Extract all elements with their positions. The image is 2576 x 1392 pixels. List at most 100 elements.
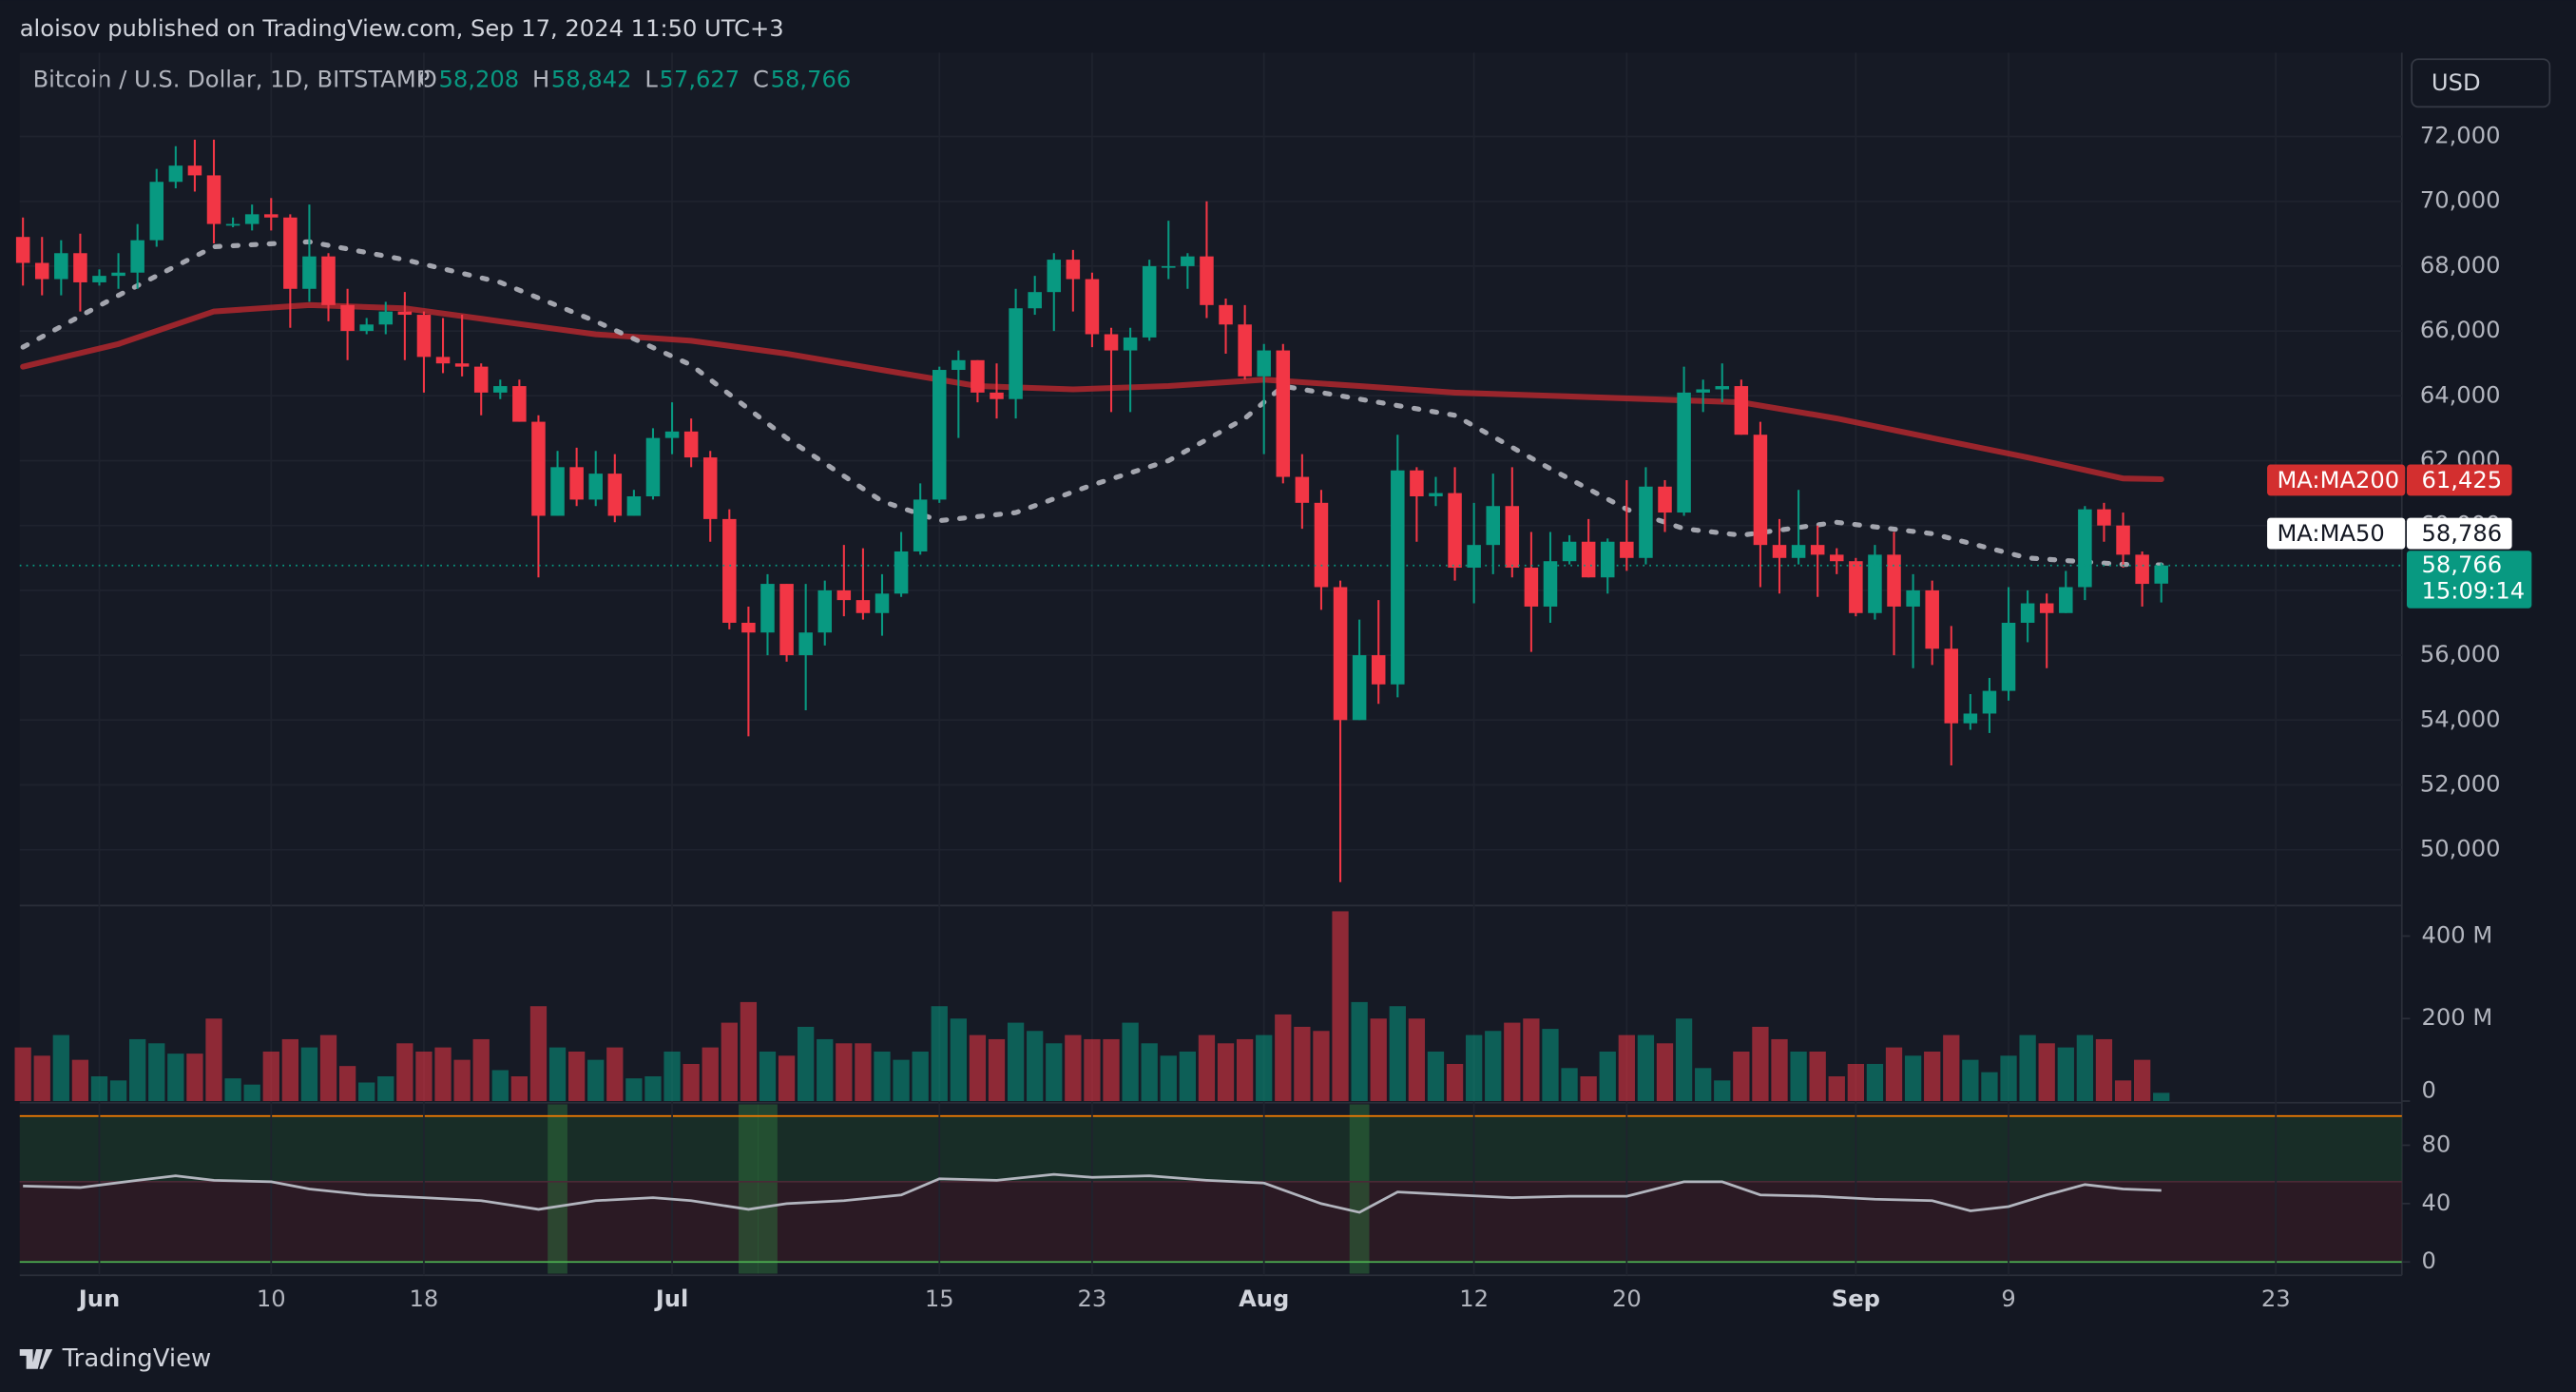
candle-body bbox=[149, 182, 164, 241]
candle-body bbox=[1696, 389, 1710, 393]
volume-bar bbox=[1236, 1038, 1254, 1102]
candle-body bbox=[1276, 350, 1291, 477]
logo-text: TradingView bbox=[62, 1344, 212, 1373]
volume-bar bbox=[1446, 1063, 1464, 1102]
volume-bar bbox=[1809, 1051, 1826, 1102]
x-tick-label: 23 bbox=[2261, 1286, 2291, 1312]
candle-body bbox=[569, 467, 584, 500]
candle-body bbox=[206, 175, 221, 224]
candle-body bbox=[2097, 509, 2111, 526]
candle-body bbox=[1944, 648, 1959, 724]
volume-bar bbox=[71, 1059, 89, 1102]
x-tick-label: Aug bbox=[1239, 1286, 1289, 1312]
candle-body bbox=[1753, 435, 1768, 546]
candle-body bbox=[264, 214, 279, 218]
volume-bar bbox=[33, 1055, 50, 1102]
volume-bar bbox=[1542, 1029, 1559, 1102]
volume-bar bbox=[893, 1059, 910, 1102]
volume-bar bbox=[1370, 1018, 1387, 1102]
volume-bar bbox=[1904, 1055, 1922, 1102]
volume-bar bbox=[1027, 1031, 1044, 1102]
candle-body bbox=[779, 584, 794, 656]
candle-body bbox=[454, 363, 470, 367]
volume-bar bbox=[702, 1047, 719, 1102]
volume-bar bbox=[721, 1022, 738, 1102]
x-tick-label: 23 bbox=[1078, 1286, 1107, 1312]
y-tick-label: 54,000 bbox=[2420, 706, 2501, 732]
volume-bar bbox=[186, 1054, 203, 1102]
volume-bar bbox=[2000, 1055, 2017, 1102]
candle-body bbox=[111, 272, 125, 277]
ohlc-key: H bbox=[532, 67, 549, 93]
rsi-lower-band bbox=[19, 1181, 2402, 1263]
volume-bar bbox=[1065, 1034, 1082, 1102]
candle-body bbox=[760, 584, 775, 633]
candle-body bbox=[2001, 622, 2016, 691]
candle-body bbox=[130, 240, 144, 273]
y-tick-label: 70,000 bbox=[2420, 187, 2501, 214]
x-tick-label: 9 bbox=[2001, 1286, 2015, 1312]
volume-bar bbox=[969, 1034, 987, 1102]
ma-value-box bbox=[2406, 464, 2512, 496]
volume-bar bbox=[1217, 1043, 1235, 1102]
candle-body bbox=[1257, 350, 1271, 377]
candle-body bbox=[1658, 486, 1672, 513]
candle-body bbox=[1562, 541, 1577, 562]
volume-bar bbox=[931, 1006, 948, 1102]
volume-bar bbox=[396, 1043, 413, 1102]
candle-body bbox=[2078, 509, 2092, 588]
volume-bar bbox=[281, 1038, 298, 1102]
ma-name-box bbox=[2267, 517, 2406, 550]
candle-body bbox=[1830, 554, 1844, 562]
volume-bar bbox=[1656, 1043, 1674, 1102]
candle-body bbox=[1410, 470, 1424, 497]
currency-button[interactable] bbox=[2411, 58, 2551, 108]
candle-body bbox=[1887, 554, 1901, 607]
x-tick-label: 18 bbox=[410, 1286, 439, 1312]
candle-body bbox=[702, 457, 718, 519]
volume-bar bbox=[950, 1018, 967, 1102]
volume-bar bbox=[415, 1051, 433, 1102]
volume-bar bbox=[1847, 1063, 1864, 1102]
volume-bar bbox=[52, 1034, 69, 1102]
volume-bar bbox=[338, 1066, 356, 1102]
countdown-label: 15:09:14 bbox=[2422, 577, 2526, 604]
currency-label[interactable]: USD bbox=[2432, 69, 2481, 96]
volume-bar bbox=[1007, 1022, 1025, 1102]
volume-bar bbox=[836, 1043, 853, 1102]
candle-body bbox=[1810, 545, 1825, 555]
candle-body bbox=[1429, 493, 1443, 497]
volume-bar bbox=[1790, 1051, 1807, 1102]
volume-bar bbox=[874, 1051, 891, 1102]
volume-bar bbox=[1580, 1075, 1597, 1102]
last-price-label: 58,766 bbox=[2422, 551, 2503, 578]
volume-bar bbox=[1924, 1051, 1941, 1102]
candle-body bbox=[1772, 545, 1787, 558]
candle-body bbox=[1200, 256, 1214, 305]
moving-average-line bbox=[20, 239, 2164, 568]
y-tick-label: 50,000 bbox=[2420, 836, 2501, 862]
volume-bar bbox=[1466, 1034, 1483, 1102]
rsi-tick-label: 0 bbox=[2422, 1247, 2436, 1274]
candle-body bbox=[359, 324, 374, 332]
logo: TradingView bbox=[19, 1344, 212, 1373]
candle-body bbox=[1543, 561, 1558, 607]
volume-tick-label: 200 M bbox=[2422, 1004, 2493, 1031]
volume-bar bbox=[1198, 1034, 1216, 1102]
volume-bar bbox=[817, 1038, 834, 1102]
volume-bar bbox=[1599, 1051, 1616, 1102]
candle-body bbox=[2020, 603, 2035, 623]
candle-body bbox=[1066, 260, 1081, 280]
y-tick-label: 66,000 bbox=[2420, 317, 2501, 343]
volume-bar bbox=[663, 1051, 681, 1102]
volume-bar bbox=[529, 1006, 548, 1102]
volume-bar bbox=[2076, 1034, 2094, 1102]
ohlc-value: 58,766 bbox=[771, 67, 852, 93]
candle-body bbox=[187, 165, 202, 176]
candle-body bbox=[932, 370, 947, 500]
volume-bar bbox=[2057, 1047, 2074, 1102]
candle-body bbox=[722, 518, 737, 623]
ohlc-value: 58,842 bbox=[551, 67, 632, 93]
volume-bar bbox=[453, 1059, 471, 1102]
candle-body bbox=[2039, 603, 2054, 613]
